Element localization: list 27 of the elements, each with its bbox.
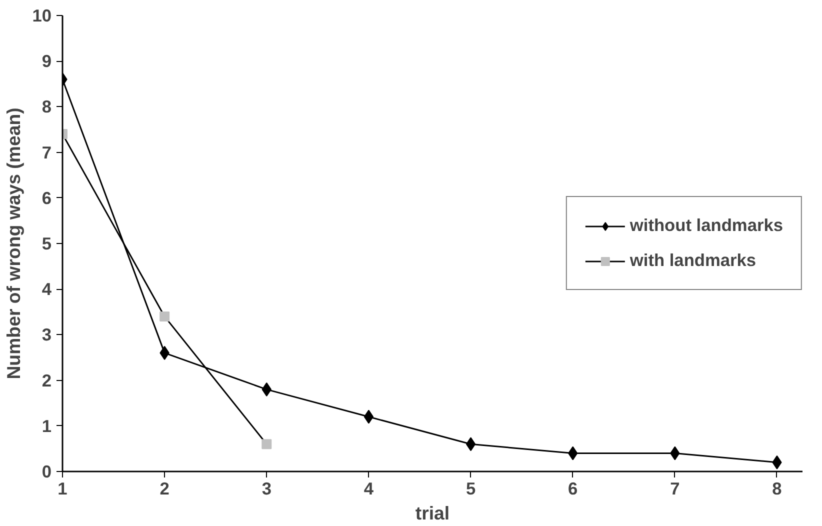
x-tick-label: 4 — [364, 478, 374, 498]
y-tick-label: 10 — [32, 6, 52, 26]
y-tick-label: 7 — [42, 142, 52, 162]
legend-label: without landmarks — [630, 215, 783, 236]
x-axis-title: trial — [415, 502, 450, 524]
x-tick-label: 5 — [466, 478, 476, 498]
y-axis-title: Number of wrong ways (mean) — [3, 108, 24, 380]
x-tick-label: 1 — [58, 478, 68, 498]
y-tick-label: 6 — [42, 188, 52, 208]
y-tick-label: 4 — [42, 279, 52, 300]
point — [262, 439, 272, 450]
point — [466, 437, 476, 452]
y-tick-label: 5 — [42, 234, 52, 254]
x-tick-label: 8 — [772, 478, 782, 498]
y-tick-label: 9 — [42, 51, 52, 72]
y-tick-label: 3 — [42, 324, 52, 345]
x-tick-label: 6 — [568, 478, 578, 498]
y-tick-label: 0 — [42, 462, 52, 482]
point — [160, 311, 170, 322]
legend-label: with landmarks — [630, 250, 756, 271]
y-tick-label: 8 — [42, 96, 52, 117]
x-tick-label: 2 — [160, 478, 170, 498]
point — [364, 410, 374, 424]
x-tick-label: 3 — [262, 478, 272, 498]
x-tick-label: 7 — [670, 478, 680, 498]
y-tick-label: 2 — [42, 370, 52, 390]
y-tick-label: 1 — [42, 416, 52, 436]
